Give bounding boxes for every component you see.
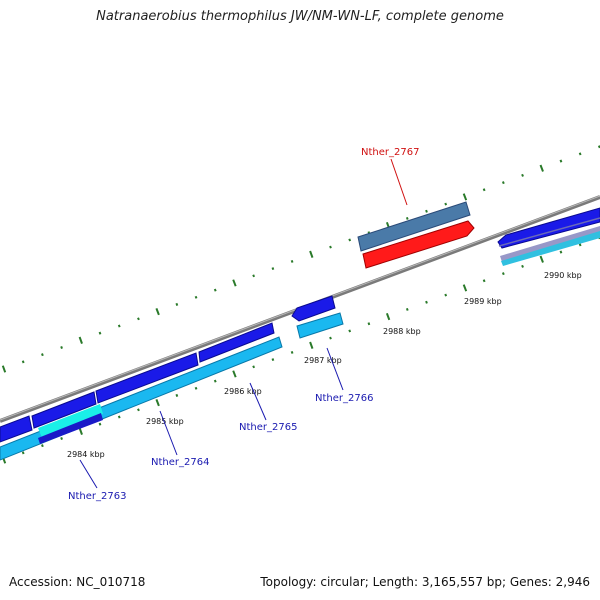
- scale-label-2984: 2984 kbp: [67, 450, 105, 459]
- lower-tick-track: [1, 236, 600, 464]
- upper-tick: [444, 202, 448, 206]
- lower-tick: [175, 393, 179, 397]
- lower-tick: [155, 399, 160, 407]
- lower-tick: [405, 307, 409, 311]
- lower-tick: [425, 300, 428, 304]
- lower-tick: [462, 284, 468, 292]
- map-title: Natranaerobius thermophilus JW/NM-WN-LF,…: [96, 9, 504, 24]
- lower-tick: [194, 386, 198, 390]
- scale-label-2987: 2987 kbp: [304, 356, 342, 365]
- upper-tick: [425, 209, 428, 213]
- gene-label-nther-2765: Nther_2765: [239, 422, 297, 433]
- scale-label-2989: 2989 kbp: [464, 297, 502, 306]
- upper-tick: [578, 152, 582, 156]
- lower-tick: [21, 451, 25, 455]
- lower-tick: [367, 322, 371, 326]
- lower-tick: [117, 415, 121, 419]
- upper-tick: [271, 267, 275, 271]
- gene-label-nther-2764: Nther_2764: [151, 457, 209, 468]
- upper-tick: [21, 360, 25, 364]
- upper-tick: [462, 193, 468, 201]
- upper-tick: [539, 164, 544, 172]
- cds-lower-2766: [296, 312, 344, 339]
- gene-label-nther-2763: Nther_2763: [68, 491, 126, 502]
- cds-forward-b: [31, 391, 97, 429]
- cds-2767-steel: [357, 201, 471, 252]
- lower-tick: [137, 408, 140, 412]
- lower-tick: [41, 444, 44, 448]
- upper-tick: [290, 259, 294, 263]
- upper-tick: [137, 317, 140, 321]
- cds-forward-a: [0, 415, 33, 443]
- leader-2763: [79, 459, 98, 489]
- lower-tick: [309, 341, 314, 349]
- upper-tick: [348, 238, 352, 242]
- lower-tick: [329, 336, 332, 340]
- scale-label-2985: 2985 kbp: [146, 417, 184, 426]
- lower-tick: [559, 250, 563, 254]
- upper-tick: [232, 279, 237, 287]
- scale-label-2986: 2986 kbp: [224, 387, 262, 396]
- cds-forward-c: [95, 352, 199, 404]
- lower-tick: [578, 243, 582, 247]
- upper-tick: [78, 336, 83, 344]
- upper-tick: [117, 324, 121, 328]
- cds-reverse-dark: [38, 413, 103, 444]
- lower-tick: [444, 293, 448, 297]
- upper-tick: [559, 159, 563, 163]
- lower-tick: [482, 279, 486, 283]
- lower-tick: [60, 437, 63, 440]
- cds-forward-2766: [291, 295, 336, 322]
- lower-tick: [385, 312, 391, 321]
- cds-cyan-highlight: [38, 404, 103, 438]
- cds-lower-e2: [501, 231, 600, 266]
- upper-tick: [194, 295, 198, 299]
- upper-tick: [155, 308, 160, 316]
- upper-tick: [521, 173, 524, 177]
- upper-tick: [405, 216, 409, 220]
- lower-tick: [252, 365, 256, 369]
- lower-tick: [290, 350, 294, 354]
- upper-tick: [175, 302, 179, 306]
- upper-tick: [501, 181, 505, 185]
- upper-tick: [41, 353, 44, 357]
- cds-forward-e-edge: [498, 217, 600, 247]
- lower-tick: [521, 264, 524, 268]
- lower-tick: [501, 272, 505, 276]
- lower-tick: [348, 329, 352, 333]
- upper-tick: [98, 331, 102, 335]
- lower-tick: [539, 255, 544, 263]
- upper-tick: [60, 346, 63, 349]
- gene-label-nther-2766: Nther_2766: [315, 393, 373, 404]
- topology-text: Topology: circular; Length: 3,165,557 bp…: [260, 575, 590, 589]
- leader-2766: [326, 347, 344, 391]
- cds-forward-d: [198, 322, 275, 363]
- leader-2764: [159, 410, 178, 456]
- scale-label-2990: 2990 kbp: [544, 271, 582, 280]
- cds-2767-red: [362, 220, 475, 269]
- upper-tick-track: [1, 145, 600, 373]
- lower-tick: [271, 358, 275, 362]
- leader-2765: [249, 382, 267, 421]
- upper-tick: [309, 250, 314, 258]
- upper-tick: [252, 274, 256, 278]
- cds-lower-e: [500, 226, 600, 262]
- lower-tick: [213, 379, 217, 383]
- gene-label-nther-2767: Nther_2767: [361, 147, 419, 158]
- upper-tick: [1, 365, 7, 373]
- upper-tick: [329, 245, 332, 249]
- scale-label-2988: 2988 kbp: [383, 327, 421, 336]
- upper-tick: [213, 288, 217, 292]
- leader-2767: [390, 158, 408, 206]
- upper-tick: [482, 188, 486, 192]
- accession-text: Accession: NC_010718: [9, 575, 146, 589]
- lower-tick: [78, 427, 83, 435]
- cds-forward-e: [497, 207, 600, 249]
- lower-tick: [232, 370, 237, 378]
- lower-tick: [98, 422, 102, 426]
